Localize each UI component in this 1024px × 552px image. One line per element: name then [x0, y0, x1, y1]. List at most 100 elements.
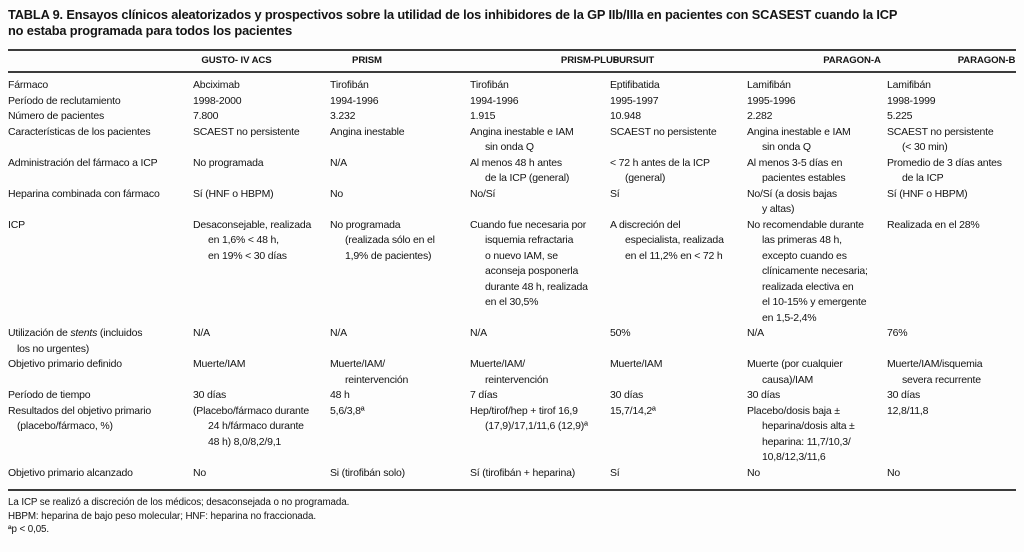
table-cell: Muerte (por cualquier causa)/IAM — [747, 358, 843, 386]
table-cell: 50% — [610, 327, 631, 340]
table-cell: No — [887, 466, 901, 479]
table-cell: Si (tirofibán solo) — [330, 466, 405, 479]
table-cell: No/Sí — [470, 187, 496, 200]
table-cell: Sí — [610, 466, 620, 479]
table-row: Heparina combinada con fármaco Sí (HNF o … — [8, 187, 1016, 218]
table-cell: 7.800 — [193, 110, 219, 123]
column-header-pursuit: PURSUIT — [612, 55, 655, 67]
table-cell: Muerte/IAM/ reintervención — [470, 358, 549, 386]
table-cell: A discreción del especialista, realizada… — [610, 218, 724, 262]
row-label: Número de pacientes — [8, 110, 105, 123]
table-row: Objetivo primario alcanzado No Si (tirofib… — [8, 466, 1016, 482]
table-cell: N/A — [747, 327, 764, 340]
row-label: Administración del fármaco a ICP — [8, 156, 158, 169]
footnote-line: HBPM: heparina de bajo peso molecular; H… — [8, 510, 316, 522]
table-cell: Angina inestable e IAM sin onda Q — [747, 125, 851, 154]
table-cell: Lamifibán — [887, 79, 931, 92]
column-header-prism: PRISM — [352, 55, 382, 67]
table-cell: N/A — [330, 327, 347, 340]
table-cell: No — [747, 466, 761, 479]
table-cell: Placebo/dosis baja ± heparina/dosis alta… — [747, 404, 855, 464]
column-header-prism-plus: PRISM-PLUS — [560, 55, 620, 67]
table-row: Resultados del objetivo primario (placeb… — [8, 404, 1016, 466]
table-cell: Al menos 48 h antes de la ICP (general) — [470, 156, 570, 185]
table-cell: 1995-1997 — [610, 94, 659, 107]
footnote-line: La ICP se realizó a discreción de los mé… — [8, 497, 350, 509]
table-cell: Angina inestable — [330, 125, 405, 138]
table-cell: SCAEST no persistente — [610, 125, 717, 138]
table-row: Período de reclutamiento 1998-2000 1994-19… — [8, 94, 1016, 110]
row-label: Resultados del objetivo primario (placeb… — [8, 404, 152, 433]
table-caption: TABLA 9. Ensayos clínicos aleatorizados … — [8, 7, 898, 38]
table-cell: 12,8/11,8 — [887, 404, 929, 417]
table-cell: 1994-1996 — [330, 94, 379, 107]
row-label: Utilización de stents (incluidos los no … — [8, 327, 143, 355]
table-cell: Angina inestable e IAM sin onda Q — [470, 125, 574, 154]
table-cell: Sí (HNF o HBPM) — [887, 187, 968, 200]
table-cell: SCAEST no persistente (< 30 min) — [887, 125, 994, 154]
row-label: ICP — [8, 218, 25, 231]
row-label: Heparina combinada con fármaco — [8, 187, 160, 200]
table-cell: Eptifibatida — [610, 79, 660, 92]
table-cell: 10.948 — [610, 110, 641, 123]
table-cell: Muerte/IAM — [610, 358, 663, 371]
table-cell: No programada (realizada sólo en el 1,9%… — [330, 218, 435, 262]
table-cell: N/A — [330, 156, 347, 169]
table-cell: 7 días — [470, 389, 498, 402]
table-cell: Sí (HNF o HBPM) — [193, 187, 274, 200]
table-cell: 30 días — [887, 389, 921, 402]
table-cell: 5,6/3,8ª — [330, 404, 365, 417]
table-cell: 15,7/14,2ª — [610, 404, 656, 417]
table-row: Administración del fármaco a ICP No progr… — [8, 156, 1016, 187]
table-cell: Desaconsejable, realizada en 1,6% < 48 h… — [193, 218, 312, 262]
table-row: ICP Desaconsejable, realizada en 1,6% < 4… — [8, 218, 1016, 327]
table-cell: Muerte/IAM — [193, 358, 246, 371]
table-cell: No — [193, 466, 207, 479]
column-header-gusto-iv-acs: GUSTO- IV ACS — [201, 55, 272, 67]
table-cell: 76% — [887, 327, 908, 340]
table-cell: 1995-1996 — [747, 94, 796, 107]
table-cell: 30 días — [747, 389, 781, 402]
table-row: Fármaco Abciximab Tirofibán Tirofibán Eptifi… — [8, 78, 1016, 94]
table-cell: Abciximab — [193, 79, 240, 92]
row-label: Período de reclutamiento — [8, 94, 121, 107]
column-header-paragon-a: PARAGON-A — [823, 55, 881, 67]
footnote-line: ªp < 0,05. — [8, 524, 50, 535]
table-cell: 5.225 — [887, 110, 913, 123]
table-cell: 1.915 — [470, 110, 496, 123]
table-cell: Sí (tirofibán + heparina) — [470, 466, 576, 479]
table-cell: N/A — [193, 327, 210, 340]
table-body: Fármaco Abciximab Tirofibán Tirofibán Eptifi… — [8, 73, 1016, 492]
table-cell: Hep/tirof/hep + tirof 16,9 (17,9)/17,1/1… — [470, 404, 588, 433]
table-cell: Tirofibán — [330, 79, 369, 92]
table-cell: Sí — [610, 187, 620, 200]
table-cell: Promedio de 3 días antes de la ICP — [887, 156, 1002, 185]
table-cell: Realizada en el 28% — [887, 218, 980, 231]
table-cell: Al menos 3-5 días en pacientes estables — [747, 156, 846, 185]
table-cell: N/A — [470, 327, 487, 340]
table-cell: 1998-2000 — [193, 94, 242, 107]
table-cell: 30 días — [610, 389, 644, 402]
table-cell: Tirofibán — [470, 79, 509, 92]
table-cell: SCAEST no persistente — [193, 125, 300, 138]
row-label: Fármaco — [8, 79, 49, 92]
table-cell: 2.282 — [747, 110, 773, 123]
row-label: Características de los pacientes — [8, 125, 151, 138]
row-label: Objetivo primario definido — [8, 358, 122, 371]
table-row: Período de tiempo 30 días 48 h 7 días 30 día… — [8, 388, 1016, 404]
table-header-row: GUSTO- IV ACS PRISM PRISM-PLUS PURSUIT PARAG… — [8, 49, 1016, 74]
table-cell: (Placebo/fármaco durante 24 h/fármaco du… — [193, 404, 310, 448]
table-cell: 1994-1996 — [470, 94, 519, 107]
table-row: Objetivo primario definido Muerte/IAM Muer… — [8, 357, 1016, 388]
table-cell: Muerte/IAM/isquemia severa recurrente — [887, 358, 983, 386]
table-cell: < 72 h antes de la ICP (general) — [610, 156, 710, 185]
table-cell: 48 h — [330, 389, 350, 402]
table-footnotes: La ICP se realizó a discreción de los mé… — [8, 491, 1016, 536]
table-cell: Lamifibán — [747, 79, 791, 92]
row-label: Objetivo primario alcanzado — [8, 466, 133, 479]
table-row: Número de pacientes 7.800 3.232 1.915 10.948… — [8, 109, 1016, 125]
table-cell: 1998-1999 — [887, 94, 936, 107]
table-cell: No programada — [193, 156, 264, 169]
table-cell: No recomendable durante las primeras 48 … — [747, 218, 868, 324]
